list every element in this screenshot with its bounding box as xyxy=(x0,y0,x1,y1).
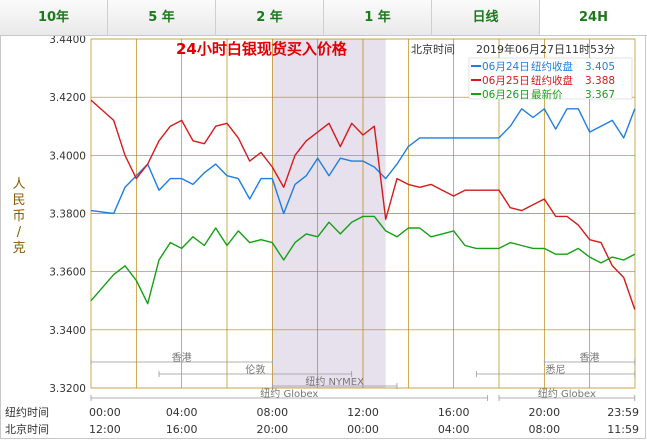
x-row-label: 北京时间 xyxy=(5,422,49,436)
x-tick-label: 00:00 xyxy=(89,406,121,419)
market-session: 悉尼 xyxy=(475,364,636,377)
x-axis-ticks: 纽约时间 00:00 04:00 08:00 12:00 16:00 20:00 23:59 北… xyxy=(5,405,639,436)
series-line xyxy=(90,215,636,305)
market-session: 纽约 Globex xyxy=(498,387,636,401)
session-label: 香港 xyxy=(172,352,192,364)
market-session: 香港 xyxy=(543,352,636,365)
legend-date: 06月26日 xyxy=(482,89,530,101)
y-axis-label-5: 克 xyxy=(12,241,25,256)
x-tick-label: 08:00 xyxy=(256,406,288,419)
legend-date: 06月25日 xyxy=(482,75,530,87)
market-session: 伦敦 xyxy=(158,363,353,377)
y-axis-label-1: 人 xyxy=(12,177,25,192)
session-label: 悉尼 xyxy=(546,364,566,376)
x-tick-label: 12:00 xyxy=(347,406,379,419)
chart-title: 24小时白银现货买入价格 xyxy=(176,40,348,58)
chart-frame: 香港 伦敦 纽约 NYMEX 纽约 Globex 纽约 Globex 香港 悉尼 3.440… xyxy=(0,34,646,439)
y-tick-label: 3.3800 xyxy=(49,209,86,221)
session-label: 纽约 NYMEX xyxy=(305,375,364,388)
legend-item-green: 06月26日 最新价 3.367 xyxy=(471,88,615,101)
x-tick-label: 04:00 xyxy=(438,423,470,436)
legend-desc: 最新价 xyxy=(531,88,563,101)
x-tick-label: 20:00 xyxy=(528,406,560,419)
x-tick-label: 23:59 xyxy=(607,406,639,419)
tab-daily[interactable]: 日线 xyxy=(432,0,540,35)
market-session: 纽约 Globex xyxy=(90,387,489,401)
y-axis-ticks: 3.4400 3.4200 3.4000 3.3800 3.3600 3.3400 3.32… xyxy=(49,34,86,395)
timestamp-label: 北京时间 xyxy=(411,42,455,56)
tab-2-years[interactable]: 2 年 xyxy=(216,0,324,35)
session-label: 伦敦 xyxy=(245,363,265,376)
x-tick-label: 00:00 xyxy=(347,423,379,436)
tab-5-years[interactable]: 5 年 xyxy=(108,0,216,35)
legend-value: 3.367 xyxy=(585,89,615,101)
timestamp: 2019年06月27日11时53分 xyxy=(476,42,615,56)
y-axis-label-4: / xyxy=(17,225,22,240)
chart-grid xyxy=(90,38,636,389)
legend-desc: 纽约收盘 xyxy=(531,60,573,73)
series-line xyxy=(90,108,636,215)
legend-item-red: 06月25日 纽约收盘 3.388 xyxy=(471,74,615,87)
legend-date: 06月24日 xyxy=(482,61,530,73)
legend-item-blue: 06月24日 纽约收盘 3.405 xyxy=(471,60,615,73)
x-tick-label: 04:00 xyxy=(166,406,198,419)
y-tick-label: 3.3400 xyxy=(49,325,86,337)
y-tick-label: 3.4200 xyxy=(49,92,86,104)
session-label: 纽约 Globex xyxy=(260,387,318,400)
tab-10-years[interactable]: 10年 xyxy=(0,0,108,35)
session-label: 香港 xyxy=(580,352,600,364)
legend-value: 3.388 xyxy=(585,75,615,87)
market-session: 纽约 NYMEX xyxy=(271,375,398,389)
x-tick-label: 16:00 xyxy=(438,406,470,419)
tab-1-year[interactable]: 1 年 xyxy=(324,0,432,35)
legend-value: 3.405 xyxy=(585,61,615,73)
market-session: 香港 xyxy=(90,352,273,365)
period-tab-bar: 10年 5 年 2 年 1 年 日线 24H xyxy=(0,0,647,36)
y-axis-label-3: 币 xyxy=(12,209,25,224)
legend-desc: 纽约收盘 xyxy=(531,74,573,87)
y-axis-label-2: 民 xyxy=(12,193,25,208)
tab-24h[interactable]: 24H xyxy=(540,0,647,35)
x-tick-label: 20:00 xyxy=(256,423,288,436)
session-label: 纽约 Globex xyxy=(538,387,596,400)
x-tick-label: 08:00 xyxy=(528,423,560,436)
y-tick-label: 3.4000 xyxy=(49,150,86,162)
x-row-label: 纽约时间 xyxy=(5,405,49,419)
y-tick-label: 3.3600 xyxy=(49,267,86,279)
legend: 06月24日 纽约收盘 3.405 06月25日 纽约收盘 3.388 06月2… xyxy=(468,57,633,101)
x-tick-label: 16:00 xyxy=(166,423,198,436)
x-tick-label: 12:00 xyxy=(89,423,121,436)
series-line xyxy=(90,99,636,310)
y-tick-label: 3.4400 xyxy=(49,36,86,46)
x-tick-label: 11:59 xyxy=(607,423,639,436)
y-tick-label: 3.3200 xyxy=(49,383,86,395)
series-lines xyxy=(90,99,636,310)
